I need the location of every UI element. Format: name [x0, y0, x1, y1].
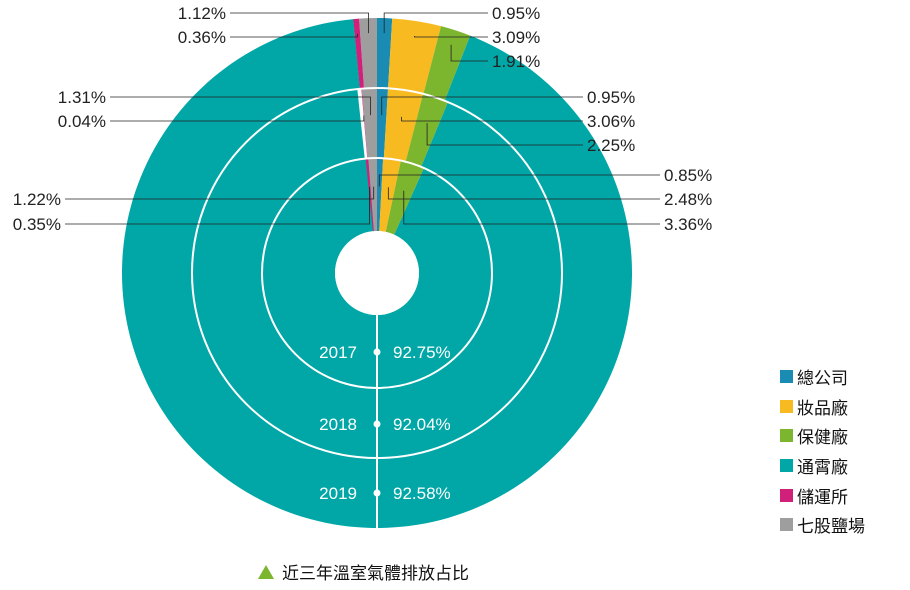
slice-2019-logistics — [353, 18, 364, 89]
slice-2019-qigu-salt-field — [359, 18, 377, 89]
year-label-2019: 2019 — [319, 484, 357, 503]
legend-item-qigu-salt-field: 七股鹽場 — [780, 510, 865, 540]
value-label-2018-qigu-salt-field: 1.31% — [58, 88, 106, 107]
legend-label: 儲運所 — [797, 487, 848, 508]
legend-swatch — [780, 518, 793, 532]
leader-line-2017-health-plant — [403, 190, 660, 225]
year-label-2017: 2017 — [319, 343, 357, 362]
year-marker-2017 — [373, 348, 381, 356]
slice-2017-tongxiao-plant — [262, 158, 492, 389]
leader-line-2018-health-plant — [426, 123, 583, 146]
value-label-2019-logistics: 0.36% — [178, 28, 226, 47]
value-label-2018-health-plant: 2.25% — [587, 136, 635, 155]
legend-item-tongxiao-plant: 通霄廠 — [780, 451, 865, 481]
value-label-2017-tongxiao-plant: 92.75% — [393, 343, 451, 362]
legend-label: 七股鹽場 — [797, 517, 865, 538]
leader-line-2019-health-plant — [450, 44, 488, 62]
slice-2018-tongxiao-plant — [192, 89, 563, 458]
legend-swatch — [780, 488, 793, 502]
legend-label: 通霄廠 — [797, 458, 848, 479]
legend-swatch — [780, 370, 793, 384]
slice-2018-cosmetics-plant — [383, 88, 424, 162]
legend-label: 總公司 — [797, 369, 848, 390]
slice-2017-health-plant — [385, 160, 424, 235]
leader-line-2018-cosmetics-plant — [401, 116, 583, 122]
legend-item-head-office: 總公司 — [780, 362, 865, 392]
slice-2019-health-plant — [423, 26, 471, 101]
value-label-2017-cosmetics-plant: 2.48% — [664, 190, 712, 209]
leader-line-2018-head-office — [381, 96, 583, 116]
legend-label: 妝品廠 — [797, 398, 848, 419]
value-label-2018-cosmetics-plant: 3.06% — [587, 112, 635, 131]
leader-line-2019-head-office — [383, 12, 488, 34]
donut-hole — [335, 231, 419, 315]
slice-2018-qigu-salt-field — [361, 88, 377, 159]
leader-line-2017-qigu-salt-field — [65, 186, 375, 200]
legend-item-health-plant: 保健廠 — [780, 421, 865, 451]
slice-2017-qigu-salt-field — [368, 158, 377, 232]
slice-2017-head-office — [377, 158, 384, 232]
leader-line-2017-head-office — [378, 174, 660, 187]
value-label-2018-head-office: 0.95% — [587, 88, 635, 107]
value-label-2019-tongxiao-plant: 92.58% — [393, 484, 451, 503]
leader-line-2019-cosmetics-plant — [414, 35, 488, 38]
slice-2018-logistics — [361, 88, 368, 159]
value-label-2017-head-office: 0.85% — [664, 166, 712, 185]
year-marker-2018 — [373, 420, 381, 428]
value-label-2017-logistics: 0.35% — [13, 215, 61, 234]
value-label-2019-health-plant: 1.91% — [492, 52, 540, 71]
leader-line-2017-cosmetics-plant — [387, 187, 660, 200]
legend-swatch — [780, 399, 793, 413]
slice-2019-head-office — [377, 18, 393, 89]
value-label-2019-head-office: 0.95% — [492, 4, 540, 23]
value-label-2019-qigu-salt-field: 1.12% — [178, 4, 226, 23]
legend-item-logistics: 儲運所 — [780, 480, 865, 510]
year-label-2018: 2018 — [319, 415, 357, 434]
legend-label: 保健廠 — [797, 428, 848, 449]
caption-text: 近三年溫室氣體排放占比 — [282, 564, 469, 584]
value-label-2018-tongxiao-plant: 92.04% — [393, 415, 451, 434]
leader-line-2019-logistics — [230, 33, 358, 38]
chart-legend: 總公司妝品廠保健廠通霄廠儲運所七股鹽場 — [780, 362, 865, 540]
value-label-2019-cosmetics-plant: 3.09% — [492, 28, 540, 47]
legend-swatch — [780, 429, 793, 443]
chart-caption: 近三年溫室氣體排放占比 — [258, 559, 469, 584]
legend-item-cosmetics-plant: 妝品廠 — [780, 392, 865, 422]
value-label-2017-health-plant: 3.36% — [664, 215, 712, 234]
year-marker-2019 — [373, 489, 381, 497]
slice-2017-cosmetics-plant — [379, 158, 401, 232]
legend-swatch — [780, 459, 793, 473]
slice-2018-head-office — [377, 88, 389, 159]
leader-line-2018-logistics — [110, 115, 365, 122]
leader-line-2017-logistics — [65, 186, 370, 225]
value-label-2018-logistics: 0.04% — [58, 112, 106, 131]
value-label-2017-qigu-salt-field: 1.22% — [13, 190, 61, 209]
leader-line-2018-qigu-salt-field — [110, 96, 371, 116]
triangle-icon — [258, 564, 274, 579]
leader-line-2019-qigu-salt-field — [230, 12, 369, 34]
